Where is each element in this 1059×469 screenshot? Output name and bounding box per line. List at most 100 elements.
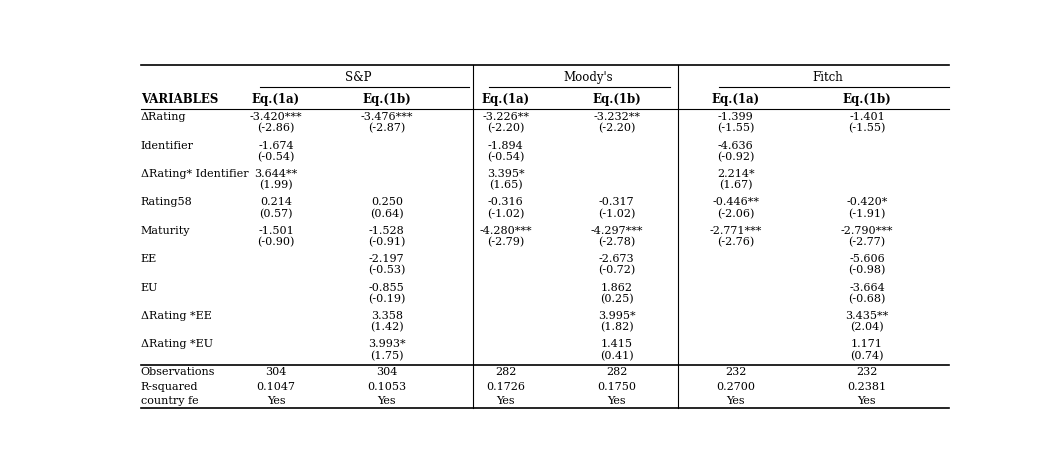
- Text: Yes: Yes: [497, 396, 515, 406]
- Text: 3.395*: 3.395*: [487, 169, 524, 179]
- Text: country fe: country fe: [141, 396, 198, 406]
- Text: Yes: Yes: [267, 396, 285, 406]
- Text: Identifier: Identifier: [141, 141, 194, 151]
- Text: ΔRating* Identifier: ΔRating* Identifier: [141, 169, 248, 179]
- Text: (-0.98): (-0.98): [848, 265, 885, 276]
- Text: (1.75): (1.75): [370, 350, 403, 361]
- Text: 282: 282: [496, 367, 517, 377]
- Text: (-0.53): (-0.53): [369, 265, 406, 276]
- Text: 0.1750: 0.1750: [597, 382, 636, 392]
- Text: 232: 232: [725, 367, 747, 377]
- Text: -3.476***: -3.476***: [360, 112, 413, 122]
- Text: (-0.54): (-0.54): [487, 152, 524, 162]
- Text: 0.250: 0.250: [371, 197, 402, 207]
- Text: -1.501: -1.501: [258, 226, 294, 236]
- Text: (-0.19): (-0.19): [369, 294, 406, 304]
- Text: -2.197: -2.197: [369, 254, 405, 264]
- Text: (-0.91): (-0.91): [369, 237, 406, 247]
- Text: -5.606: -5.606: [849, 254, 885, 264]
- Text: EE: EE: [141, 254, 157, 264]
- Text: -4.636: -4.636: [718, 141, 754, 151]
- Text: (1.65): (1.65): [489, 180, 523, 190]
- Text: (1.67): (1.67): [719, 180, 752, 190]
- Text: (-0.72): (-0.72): [598, 265, 635, 276]
- Text: (-1.55): (-1.55): [848, 123, 885, 134]
- Text: (-2.77): (-2.77): [848, 237, 885, 247]
- Text: 3.358: 3.358: [371, 311, 402, 321]
- Text: 3.644**: 3.644**: [254, 169, 298, 179]
- Text: (-2.78): (-2.78): [598, 237, 635, 247]
- Text: VARIABLES: VARIABLES: [141, 93, 218, 106]
- Text: Rating58: Rating58: [141, 197, 193, 207]
- Text: R-squared: R-squared: [141, 382, 198, 392]
- Text: 0.1047: 0.1047: [256, 382, 295, 392]
- Text: (-2.76): (-2.76): [717, 237, 754, 247]
- Text: ΔRating *EU: ΔRating *EU: [141, 340, 213, 349]
- Text: 0.2700: 0.2700: [716, 382, 755, 392]
- Text: -2.673: -2.673: [598, 254, 634, 264]
- Text: -0.855: -0.855: [369, 282, 405, 293]
- Text: EU: EU: [141, 282, 158, 293]
- Text: -1.399: -1.399: [718, 112, 754, 122]
- Text: Maturity: Maturity: [141, 226, 190, 236]
- Text: (-1.02): (-1.02): [598, 209, 635, 219]
- Text: (-2.86): (-2.86): [257, 123, 294, 134]
- Text: (-0.54): (-0.54): [257, 152, 294, 162]
- Text: (-2.79): (-2.79): [487, 237, 524, 247]
- Text: (-0.90): (-0.90): [257, 237, 294, 247]
- Text: Moody's: Moody's: [563, 71, 613, 84]
- Text: (0.64): (0.64): [370, 209, 403, 219]
- Text: -1.528: -1.528: [369, 226, 405, 236]
- Text: Observations: Observations: [141, 367, 215, 377]
- Text: (0.74): (0.74): [850, 350, 883, 361]
- Text: (0.57): (0.57): [259, 209, 292, 219]
- Text: (1.42): (1.42): [370, 322, 403, 333]
- Text: (-2.20): (-2.20): [598, 123, 635, 134]
- Text: 0.1053: 0.1053: [367, 382, 407, 392]
- Text: -3.226**: -3.226**: [482, 112, 530, 122]
- Text: (0.41): (0.41): [599, 350, 633, 361]
- Text: -0.446**: -0.446**: [712, 197, 759, 207]
- Text: Fitch: Fitch: [812, 71, 843, 84]
- Text: Eq.(1a): Eq.(1a): [712, 93, 759, 106]
- Text: Eq.(1a): Eq.(1a): [482, 93, 530, 106]
- Text: 0.214: 0.214: [261, 197, 292, 207]
- Text: -0.317: -0.317: [598, 197, 634, 207]
- Text: -3.420***: -3.420***: [250, 112, 302, 122]
- Text: (0.25): (0.25): [599, 294, 633, 304]
- Text: 1.862: 1.862: [600, 282, 632, 293]
- Text: Yes: Yes: [607, 396, 626, 406]
- Text: ΔRating: ΔRating: [141, 112, 186, 122]
- Text: -1.894: -1.894: [488, 141, 524, 151]
- Text: Eq.(1b): Eq.(1b): [843, 93, 892, 106]
- Text: Yes: Yes: [858, 396, 876, 406]
- Text: S&P: S&P: [345, 71, 372, 84]
- Text: (-2.20): (-2.20): [487, 123, 524, 134]
- Text: 3.995*: 3.995*: [597, 311, 635, 321]
- Text: (-2.06): (-2.06): [717, 209, 754, 219]
- Text: -1.401: -1.401: [849, 112, 885, 122]
- Text: -2.771***: -2.771***: [710, 226, 761, 236]
- Text: 3.993*: 3.993*: [367, 340, 406, 349]
- Text: (-1.55): (-1.55): [717, 123, 754, 134]
- Text: -0.316: -0.316: [488, 197, 524, 207]
- Text: (2.04): (2.04): [850, 322, 884, 333]
- Text: 0.2381: 0.2381: [847, 382, 886, 392]
- Text: -1.674: -1.674: [258, 141, 293, 151]
- Text: 304: 304: [376, 367, 397, 377]
- Text: (1.82): (1.82): [599, 322, 633, 333]
- Text: (1.99): (1.99): [259, 180, 293, 190]
- Text: (-1.91): (-1.91): [848, 209, 885, 219]
- Text: (-0.92): (-0.92): [717, 152, 754, 162]
- Text: Eq.(1a): Eq.(1a): [252, 93, 300, 106]
- Text: 1.171: 1.171: [851, 340, 883, 349]
- Text: Yes: Yes: [726, 396, 744, 406]
- Text: (-1.02): (-1.02): [487, 209, 524, 219]
- Text: 304: 304: [266, 367, 287, 377]
- Text: -4.297***: -4.297***: [590, 226, 643, 236]
- Text: 282: 282: [606, 367, 627, 377]
- Text: 1.415: 1.415: [600, 340, 632, 349]
- Text: Eq.(1b): Eq.(1b): [592, 93, 641, 106]
- Text: (-2.87): (-2.87): [369, 123, 406, 134]
- Text: 0.1726: 0.1726: [486, 382, 525, 392]
